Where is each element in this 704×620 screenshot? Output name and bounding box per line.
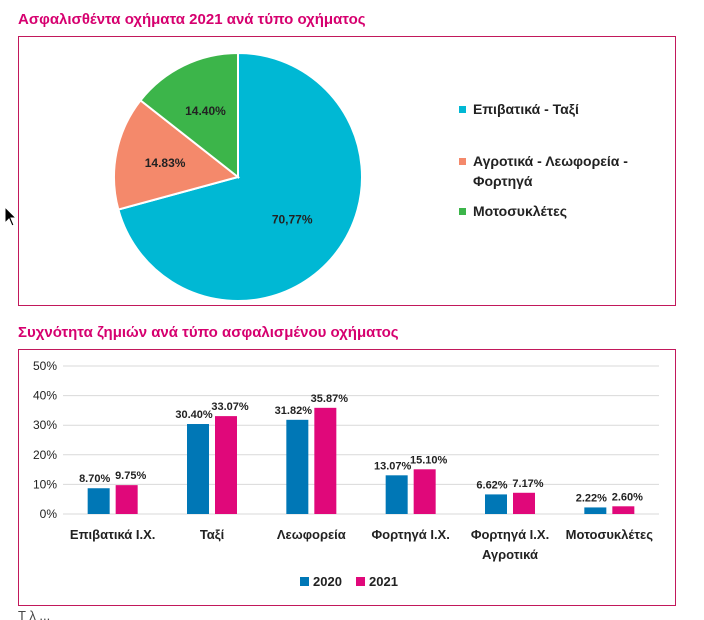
bar-data-label: 15.10%: [410, 454, 448, 466]
x-category-label: Φορτηγά Ι.Χ.: [471, 527, 549, 542]
bar-data-label: 13.07%: [374, 460, 412, 472]
bar-2020: [187, 424, 209, 514]
pie-slice-2: [113, 98, 241, 211]
bar-chart-frame: 0% 10% 20% 30% 40% 50% 8.70% 9.75% Επιβατικά Ι.Χ…: [18, 349, 676, 606]
bar-data-label: 31.82%: [275, 405, 313, 417]
bar-legend-label: 2020: [313, 574, 342, 589]
bar-data-label: 9.75%: [115, 470, 146, 482]
y-tick-label: 0%: [40, 507, 58, 521]
bar-legend-label: 2021: [369, 574, 398, 589]
x-category-label: Φορτηγά Ι.Χ.: [371, 527, 449, 542]
bar-data-label: 33.07%: [211, 401, 249, 413]
x-category-label: Ταξί: [200, 527, 225, 542]
x-category-label: Επιβατικά Ι.Χ.: [70, 527, 156, 542]
pie-chart-frame: 70,77% 14.83% 14.40% Επιβατικά - Ταξί Αγροτ…: [18, 36, 676, 306]
bar-chart: 0% 10% 20% 30% 40% 50% 8.70% 9.75% Επιβατικά Ι.Χ…: [33, 359, 659, 589]
legend-label: Μοτοσυκλέτες: [473, 203, 568, 219]
pie-slice-1: [117, 51, 363, 302]
bar-data-label: 35.87%: [311, 393, 349, 405]
x-category-label: Αγροτικά: [482, 547, 538, 562]
footer-text-fragment: Τ λ ...: [18, 608, 51, 620]
bar-2021: [115, 485, 138, 514]
pie-slice-label-2: 14.83%: [145, 156, 186, 170]
bar-2021: [513, 492, 535, 514]
bar-2021: [215, 416, 237, 514]
pie-slice-label-3: 14.40%: [185, 104, 226, 118]
bar-2020: [385, 475, 408, 514]
bar-2020: [485, 494, 507, 514]
bar-2021: [314, 407, 337, 514]
legend-swatch: [459, 158, 466, 165]
legend-swatch: [459, 208, 466, 215]
mouse-cursor-icon: [4, 206, 18, 227]
bar-2020: [87, 488, 110, 514]
y-tick-label: 50%: [33, 359, 57, 373]
bar-chart-title: Συχνότητα ζημιών ανά τύπο ασφαλισμένου ο…: [18, 324, 399, 341]
y-tick-label: 10%: [33, 477, 57, 491]
legend-label: Επιβατικά - Ταξί: [473, 101, 579, 117]
bar-data-label: 6.62%: [476, 479, 507, 491]
y-tick-label: 20%: [33, 448, 57, 462]
bar-2020: [584, 507, 607, 514]
x-category-label: Μοτοσυκλέτες: [566, 527, 654, 542]
bar-2021: [612, 506, 635, 514]
pie-chart-title: Ασφαλισθέντα οχήματα 2021 ανά τύπο οχήμα…: [18, 11, 366, 28]
bar-data-label: 8.70%: [79, 473, 110, 485]
y-tick-label: 30%: [33, 418, 57, 432]
legend-swatch: [459, 106, 466, 113]
bar-2021: [413, 469, 436, 514]
legend-label: Αγροτικά - Λεωφορεία - Φορτηγά: [473, 153, 628, 189]
bar-2020: [286, 419, 309, 514]
bar-legend-swatch: [300, 577, 309, 586]
pie-slice-3: [139, 51, 239, 180]
bar-data-label: 2.60%: [612, 491, 643, 503]
bar-data-label: 2.22%: [576, 492, 607, 504]
x-category-label: Λεωφορεία: [277, 527, 346, 542]
pie-slice-label-1: 70,77%: [272, 212, 313, 226]
bar-data-label: 30.40%: [175, 409, 213, 421]
bar-data-label: 7.17%: [512, 478, 543, 490]
pie-chart: 70,77% 14.83% 14.40%: [113, 51, 363, 302]
bar-legend-swatch: [356, 577, 365, 586]
y-tick-label: 40%: [33, 389, 57, 403]
